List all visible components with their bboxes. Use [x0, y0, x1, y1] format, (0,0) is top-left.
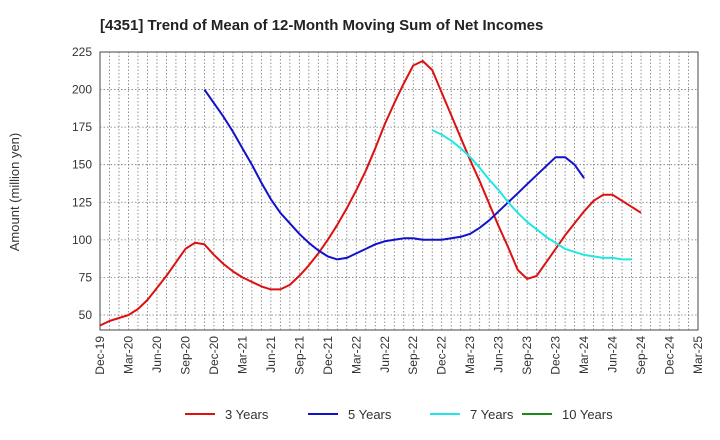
x-tick-label: Dec-22: [435, 336, 449, 375]
legend: 3 Years 5 Years 7 Years 10 Years: [185, 407, 613, 422]
legend-label: 10 Years: [562, 407, 613, 422]
x-tick-label: Mar-24: [577, 336, 591, 374]
x-tick-label: Sep-24: [634, 336, 648, 375]
legend-label: 5 Years: [348, 407, 392, 422]
y-axis: 50 75 100 125 150 175 200 225: [72, 45, 92, 322]
y-tick-label: 175: [72, 120, 92, 134]
x-tick-label: Dec-21: [321, 336, 335, 375]
legend-item-5-years: 5 Years: [308, 407, 392, 422]
x-tick-label: Jun-23: [492, 336, 506, 373]
x-tick-label: Mar-22: [349, 336, 363, 374]
x-tick-label: Sep-22: [406, 336, 420, 375]
y-tick-label: 150: [72, 158, 92, 172]
y-tick-label: 125: [72, 195, 92, 209]
x-tick-label: Mar-25: [691, 336, 705, 374]
x-tick-label: Dec-23: [549, 336, 563, 375]
y-tick-label: 225: [72, 45, 92, 59]
x-tick-label: Mar-21: [235, 336, 249, 374]
x-tick-label: Dec-20: [207, 336, 221, 375]
x-tick-label: Sep-23: [520, 336, 534, 375]
legend-item-10-years: 10 Years: [522, 407, 613, 422]
y-tick-label: 75: [79, 270, 93, 284]
x-tick-label: Jun-24: [606, 336, 620, 373]
x-tick-label: Sep-20: [178, 336, 192, 375]
y-tick-label: 200: [72, 83, 92, 97]
plot-area: [99, 51, 699, 331]
legend-item-7-years: 7 Years: [430, 407, 514, 422]
x-tick-label: Mar-23: [463, 336, 477, 374]
series-lines: [99, 60, 642, 327]
x-axis: Dec-19 Mar-20 Jun-20 Sep-20 Dec-20 Mar-21 Jun-…: [93, 336, 705, 375]
x-tick-label: Jun-22: [378, 336, 392, 373]
chart-title: [4351] Trend of Mean of 12-Month Moving …: [100, 17, 543, 34]
legend-label: 3 Years: [225, 407, 269, 422]
series-line-7-years: [431, 129, 632, 261]
x-tick-label: Dec-19: [93, 336, 107, 375]
y-tick-label: 50: [79, 308, 93, 322]
x-tick-label: Mar-20: [121, 336, 135, 374]
x-tick-label: Jun-20: [150, 336, 164, 373]
series-line-3-years: [99, 60, 642, 327]
legend-label: 7 Years: [470, 407, 514, 422]
x-tick-label: Jun-21: [264, 336, 278, 373]
legend-item-3-years: 3 Years: [185, 407, 269, 422]
y-tick-label: 100: [72, 233, 92, 247]
y-axis-label: Amount (million yen): [7, 133, 22, 252]
grid-lines: [100, 52, 698, 330]
x-tick-label: Dec-24: [663, 336, 677, 375]
x-tick-label: Sep-21: [292, 336, 306, 375]
series-line-5-years: [203, 89, 585, 261]
